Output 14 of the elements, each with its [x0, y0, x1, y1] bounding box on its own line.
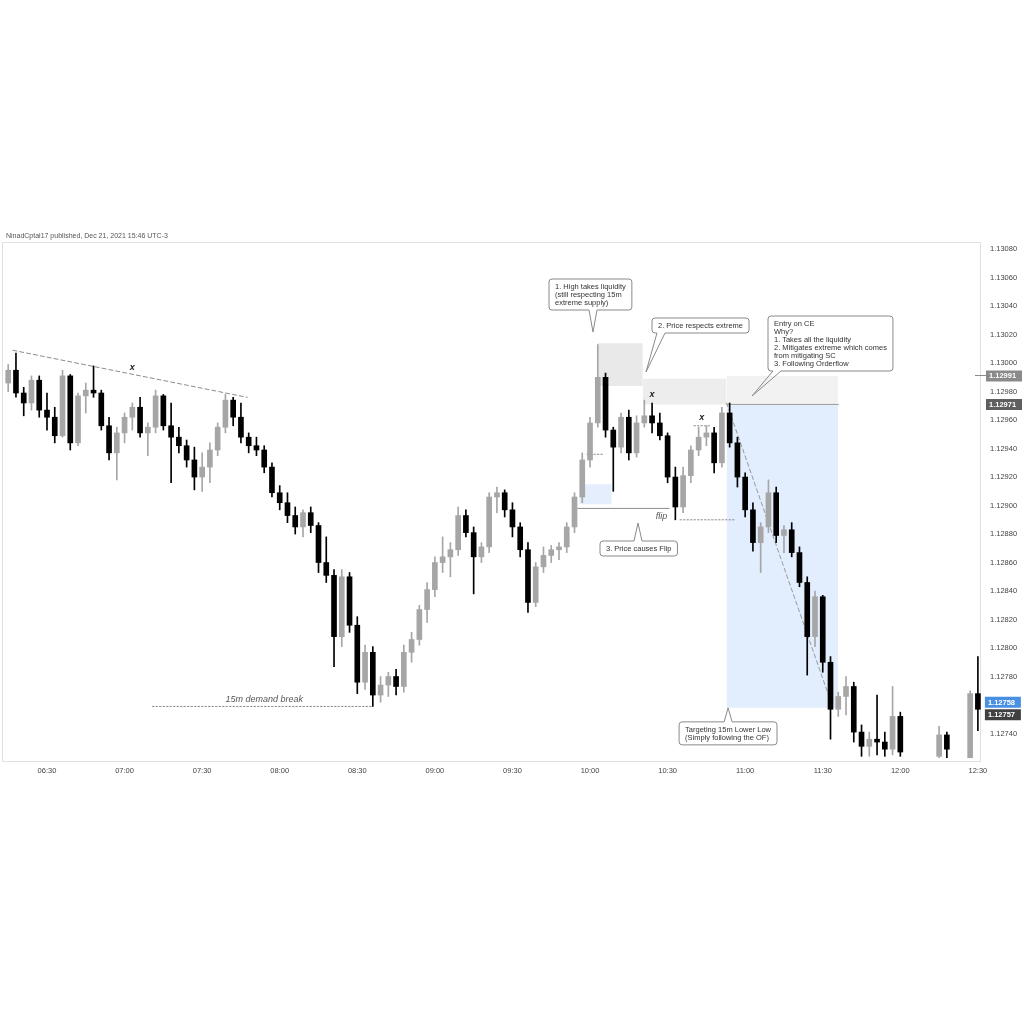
candlestick — [44, 392, 50, 431]
annotation: 15m demand break — [225, 693, 304, 704]
candlestick — [975, 656, 981, 731]
annotation: x — [698, 412, 706, 423]
candlestick — [781, 525, 787, 553]
candlestick — [556, 542, 562, 561]
candlestick — [874, 694, 880, 756]
candlestick — [494, 486, 500, 514]
candlestick — [168, 402, 174, 484]
annotation: x — [128, 361, 136, 372]
annotation: x — [648, 389, 656, 400]
annotation: flip — [655, 510, 668, 521]
candlestick — [145, 422, 151, 457]
candlestick — [82, 382, 89, 414]
